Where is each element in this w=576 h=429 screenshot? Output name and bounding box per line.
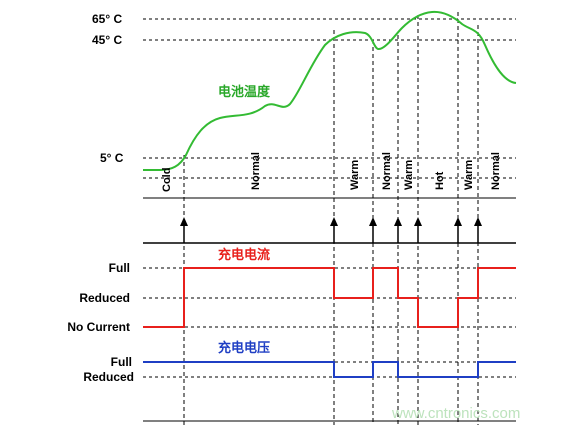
temp-label-45c: 45° C	[92, 33, 122, 47]
battery-temperature-curve	[143, 10, 517, 171]
current-level-none: No Current	[67, 320, 130, 334]
current-level-reduced: Reduced	[79, 291, 130, 305]
zone-label-normal-1: Normal	[250, 152, 262, 190]
voltage-level-reduced: Reduced	[83, 370, 134, 384]
zone-label-cold: Cold	[161, 168, 173, 192]
zone-label-normal-2: Normal	[381, 152, 393, 190]
watermark: www.cntronics.com	[391, 405, 520, 422]
event-arrow-warm-normal3	[474, 217, 482, 243]
zone-label-normal-3: Normal	[490, 152, 502, 190]
zone-label-warm-3: Warm	[463, 160, 475, 190]
current-level-full: Full	[109, 261, 130, 275]
zone-label-warm-2: Warm	[403, 160, 415, 190]
charge-current-title: 充电电流	[218, 247, 270, 263]
event-arrow-warm-hot	[414, 217, 422, 243]
event-lines	[183, 12, 479, 425]
charge-voltage-title: 充电电压	[218, 340, 270, 356]
event-arrow-cold-normal	[180, 217, 188, 243]
battery-temperature-label: 电池温度	[218, 84, 271, 100]
event-arrow-normal-warm	[330, 217, 338, 243]
zone-label-warm-1: Warm	[349, 160, 361, 190]
event-arrow-warm-normal	[369, 217, 377, 243]
zone-labels: Cold Normal Warm Normal Warm Hot Warm No…	[161, 152, 502, 192]
temp-label-5c: 5° C	[100, 151, 124, 165]
zone-label-hot: Hot	[434, 171, 446, 190]
event-arrow-hot-warm	[454, 217, 462, 243]
voltage-level-full: Full	[111, 355, 132, 369]
event-arrow-normal-warm2	[394, 217, 402, 243]
charge-voltage-trace	[143, 361, 516, 378]
temp-label-65c: 65° C	[92, 12, 122, 26]
event-arrows	[180, 217, 482, 243]
reference-lines	[143, 18, 516, 422]
charge-current-trace	[143, 267, 516, 328]
